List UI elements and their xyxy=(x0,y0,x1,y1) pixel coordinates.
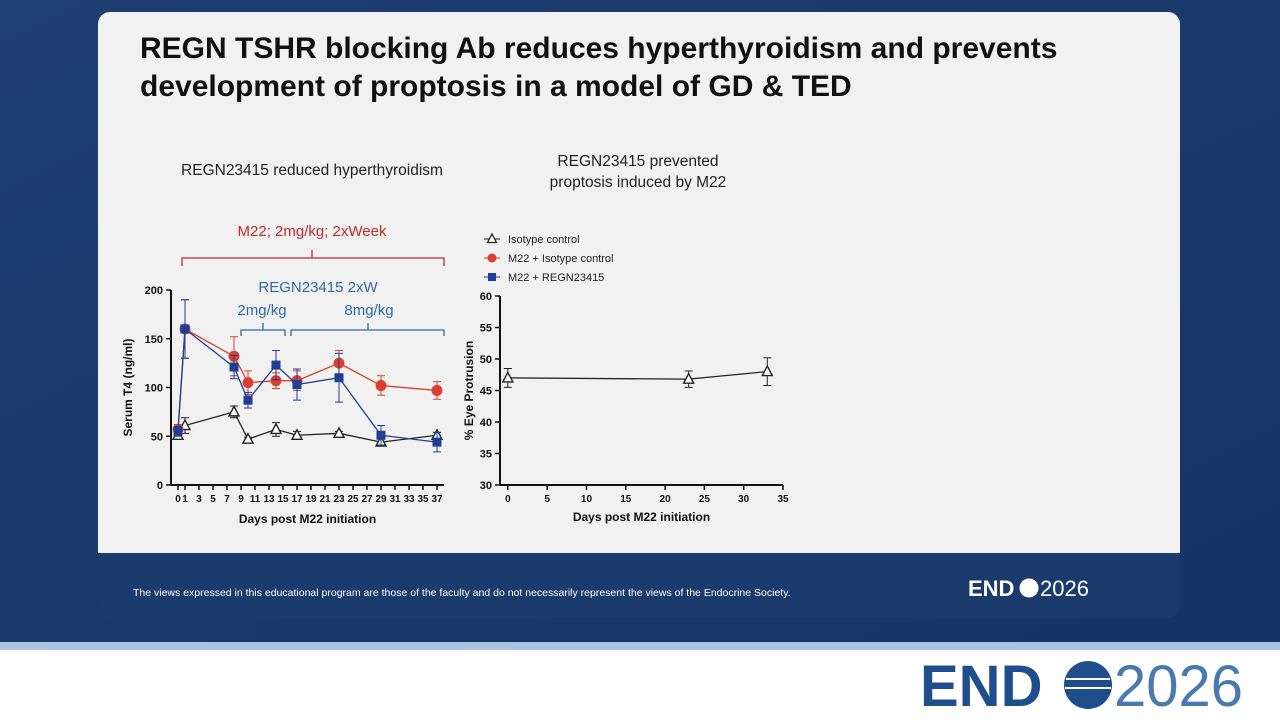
y-tick-label: 60 xyxy=(480,291,492,303)
y-tick-label: 45 xyxy=(480,386,492,398)
x-tick-label: 15 xyxy=(620,494,632,505)
x-tick-label: 3 xyxy=(196,494,202,505)
slide-title: development of proptosis in a model of G… xyxy=(140,70,852,103)
marker xyxy=(173,426,183,436)
legend-label: Isotype control xyxy=(508,234,580,246)
chart-title: proptosis induced by M22 xyxy=(550,174,727,191)
x-tick-label: 37 xyxy=(431,494,443,505)
x-tick-label: 20 xyxy=(660,494,672,505)
logo-text: 2026 xyxy=(1040,576,1089,601)
x-tick-label: 25 xyxy=(699,494,711,505)
marker xyxy=(269,422,283,435)
x-tick-label: 19 xyxy=(305,494,317,505)
logo-text: 2026 xyxy=(1114,654,1243,719)
annotation: 8mg/kg xyxy=(344,302,393,319)
x-tick-label: 10 xyxy=(581,494,593,505)
y-tick-label: 0 xyxy=(157,480,163,492)
x-tick-label: 27 xyxy=(361,494,373,505)
x-axis-label: Days post M22 initiation xyxy=(573,510,710,524)
y-tick-label: 200 xyxy=(145,285,163,297)
disclaimer: The views expressed in this educational … xyxy=(133,587,791,599)
legend-label: M22 + Isotype control xyxy=(508,253,613,265)
x-tick-label: 25 xyxy=(347,494,359,505)
x-tick-label: 0 xyxy=(175,494,181,505)
marker xyxy=(241,432,255,444)
x-tick-label: 5 xyxy=(210,494,216,505)
marker xyxy=(229,362,239,372)
legend-marker xyxy=(486,232,498,244)
y-tick-label: 30 xyxy=(480,480,492,492)
marker xyxy=(271,360,281,370)
bracket xyxy=(181,250,445,266)
y-tick-label: 50 xyxy=(151,431,163,443)
marker xyxy=(292,380,302,390)
marker xyxy=(227,404,241,417)
marker xyxy=(243,395,253,405)
annotation: 2mg/kg xyxy=(237,302,286,319)
y-tick-label: 150 xyxy=(145,334,163,346)
x-tick-label: 31 xyxy=(389,494,401,505)
x-tick-label: 17 xyxy=(291,494,303,505)
y-tick-label: 50 xyxy=(480,354,492,366)
chart-title: REGN23415 prevented xyxy=(557,153,718,170)
bracket xyxy=(240,323,445,336)
x-tick-label: 9 xyxy=(238,494,244,505)
legend-label: M22 + REGN23415 xyxy=(508,272,604,284)
marker xyxy=(375,380,387,392)
marker xyxy=(682,372,695,384)
x-tick-label: 7 xyxy=(224,494,230,505)
x-tick-label: 11 xyxy=(250,494,261,505)
logo-text: END xyxy=(920,654,1042,719)
marker xyxy=(242,377,254,389)
logo-globe xyxy=(1064,661,1112,709)
chart-title: REGN23415 reduced hyperthyroidism xyxy=(181,162,443,179)
slide-title: REGN TSHR blocking Ab reduces hyperthyro… xyxy=(140,32,1057,65)
x-tick-label: 23 xyxy=(333,494,345,505)
legend-marker xyxy=(487,253,497,263)
marker xyxy=(501,370,515,383)
y-tick-label: 35 xyxy=(480,449,492,461)
x-tick-label: 5 xyxy=(544,494,550,505)
annotation: REGN23415 2xW xyxy=(258,279,378,296)
marker xyxy=(290,428,304,440)
marker xyxy=(180,324,190,334)
y-tick-label: 100 xyxy=(145,383,163,395)
x-tick-label: 15 xyxy=(277,494,289,505)
marker xyxy=(761,364,774,377)
x-tick-label: 13 xyxy=(263,494,275,505)
marker xyxy=(334,373,344,383)
x-tick-label: 1 xyxy=(182,494,188,505)
stripe xyxy=(0,642,1280,650)
x-tick-label: 21 xyxy=(319,494,331,505)
x-tick-label: 30 xyxy=(738,494,750,505)
x-tick-label: 35 xyxy=(777,494,789,505)
marker xyxy=(432,437,442,447)
x-axis-label: Days post M22 initiation xyxy=(239,512,376,526)
legend-marker xyxy=(488,273,496,281)
x-tick-label: 29 xyxy=(375,494,387,505)
y-tick-label: 55 xyxy=(480,323,492,335)
marker xyxy=(376,430,386,440)
y-tick-label: 40 xyxy=(480,417,492,429)
logo-text: END xyxy=(968,576,1014,601)
logo-globe-lines xyxy=(1065,678,1111,689)
y-axis-label: % Eye Protrusion xyxy=(462,341,476,440)
marker xyxy=(431,384,443,396)
logo-globe xyxy=(1019,578,1039,598)
marker xyxy=(332,426,346,439)
x-tick-label: 35 xyxy=(417,494,429,505)
x-tick-label: 0 xyxy=(505,494,511,505)
x-tick-label: 33 xyxy=(403,494,415,505)
annotation: M22; 2mg/kg; 2xWeek xyxy=(238,223,387,240)
y-axis-label: Serum T4 (ng/ml) xyxy=(121,338,135,436)
